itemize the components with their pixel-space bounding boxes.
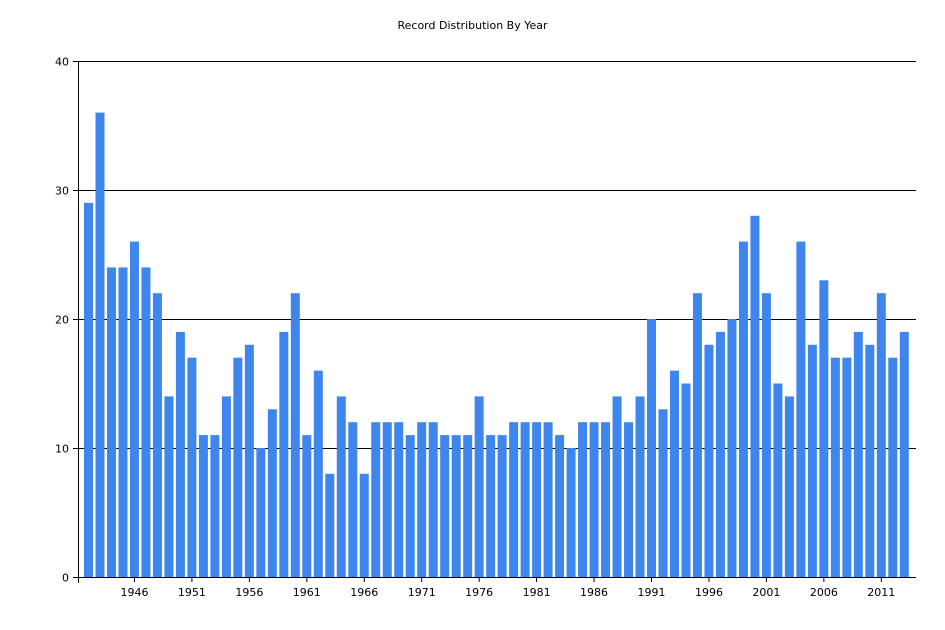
bar <box>302 435 312 577</box>
bar <box>807 344 817 577</box>
x-tick-label: 1991 <box>638 586 666 599</box>
bar <box>658 409 668 577</box>
bar <box>394 422 404 577</box>
bar <box>727 319 737 577</box>
bar <box>509 422 519 577</box>
x-tick-label: 1971 <box>408 586 436 599</box>
bar <box>497 435 507 577</box>
bar <box>267 409 277 577</box>
gridlines <box>78 61 916 449</box>
bar <box>566 448 576 577</box>
bar <box>428 422 438 577</box>
y-tick-label: 10 <box>55 443 69 456</box>
bar <box>543 422 553 577</box>
bar <box>704 344 714 577</box>
bar <box>853 331 863 577</box>
bar <box>233 357 243 577</box>
x-tick-label: 1996 <box>695 586 723 599</box>
bar <box>876 293 886 577</box>
bar <box>865 344 875 577</box>
bar <box>95 112 105 577</box>
y-tick-label: 30 <box>55 185 69 198</box>
bar <box>761 293 771 577</box>
bar <box>796 241 806 577</box>
bar <box>888 357 898 577</box>
bar <box>244 344 254 577</box>
bar <box>555 435 565 577</box>
bar <box>738 241 748 577</box>
bar <box>830 357 840 577</box>
bar <box>118 267 128 577</box>
x-tick-label: 1981 <box>523 586 551 599</box>
bar <box>371 422 381 577</box>
x-tick-label: 1956 <box>235 586 263 599</box>
x-tick-label: 1951 <box>178 586 206 599</box>
x-tick-label: 1946 <box>120 586 148 599</box>
bar <box>382 422 392 577</box>
bar <box>578 422 588 577</box>
bar <box>336 396 346 577</box>
bar <box>474 396 484 577</box>
bar <box>348 422 358 577</box>
bar <box>187 357 197 577</box>
bar <box>532 422 542 577</box>
bar <box>210 435 220 577</box>
bar <box>152 293 162 577</box>
x-tick-label: 1986 <box>580 586 608 599</box>
bar <box>899 331 909 577</box>
bar <box>819 280 829 577</box>
bar <box>405 435 415 577</box>
y-tick-label: 0 <box>62 572 69 585</box>
x-tick-label: 2011 <box>867 586 895 599</box>
x-tick-label: 1976 <box>465 586 493 599</box>
x-tick-label: 2001 <box>752 586 780 599</box>
bar <box>221 396 231 577</box>
y-tick-label: 40 <box>55 56 69 69</box>
bar <box>692 293 702 577</box>
bar <box>141 267 151 577</box>
bar <box>175 331 185 577</box>
x-tick-label: 2006 <box>810 586 838 599</box>
bar <box>279 331 289 577</box>
bar <box>842 357 852 577</box>
x-axis-ticks: 1946 1951 1956 1961 1966 1971 1976 1981 1986 1991… <box>120 577 895 599</box>
bar <box>417 422 427 577</box>
bar <box>750 215 760 578</box>
bar <box>164 396 174 577</box>
bar <box>624 422 634 577</box>
bar <box>256 448 266 577</box>
bar <box>601 422 611 577</box>
bar <box>589 422 599 577</box>
bar <box>635 396 645 577</box>
bar <box>681 383 691 577</box>
bar <box>784 396 794 577</box>
bar <box>198 435 208 577</box>
bar <box>290 293 300 577</box>
bar <box>520 422 530 577</box>
bar <box>773 383 783 577</box>
bar <box>451 435 461 577</box>
bar <box>129 241 139 577</box>
bar <box>647 319 657 577</box>
bars <box>84 112 909 578</box>
y-tick-label: 20 <box>55 314 69 327</box>
chart-title: Record Distribution By Year <box>397 19 548 32</box>
bar <box>440 435 450 577</box>
bar <box>313 370 323 577</box>
axes <box>73 61 916 583</box>
x-tick-label: 1961 <box>293 586 321 599</box>
x-tick-label: 1966 <box>350 586 378 599</box>
bar <box>463 435 473 577</box>
bar <box>669 370 679 577</box>
bar <box>84 202 93 577</box>
bar <box>359 473 369 577</box>
y-axis-ticks: 0 10 20 30 40 <box>55 56 78 585</box>
bar <box>106 267 116 577</box>
bar <box>486 435 496 577</box>
bar <box>612 396 622 577</box>
bar <box>715 331 725 577</box>
bar <box>325 473 335 577</box>
